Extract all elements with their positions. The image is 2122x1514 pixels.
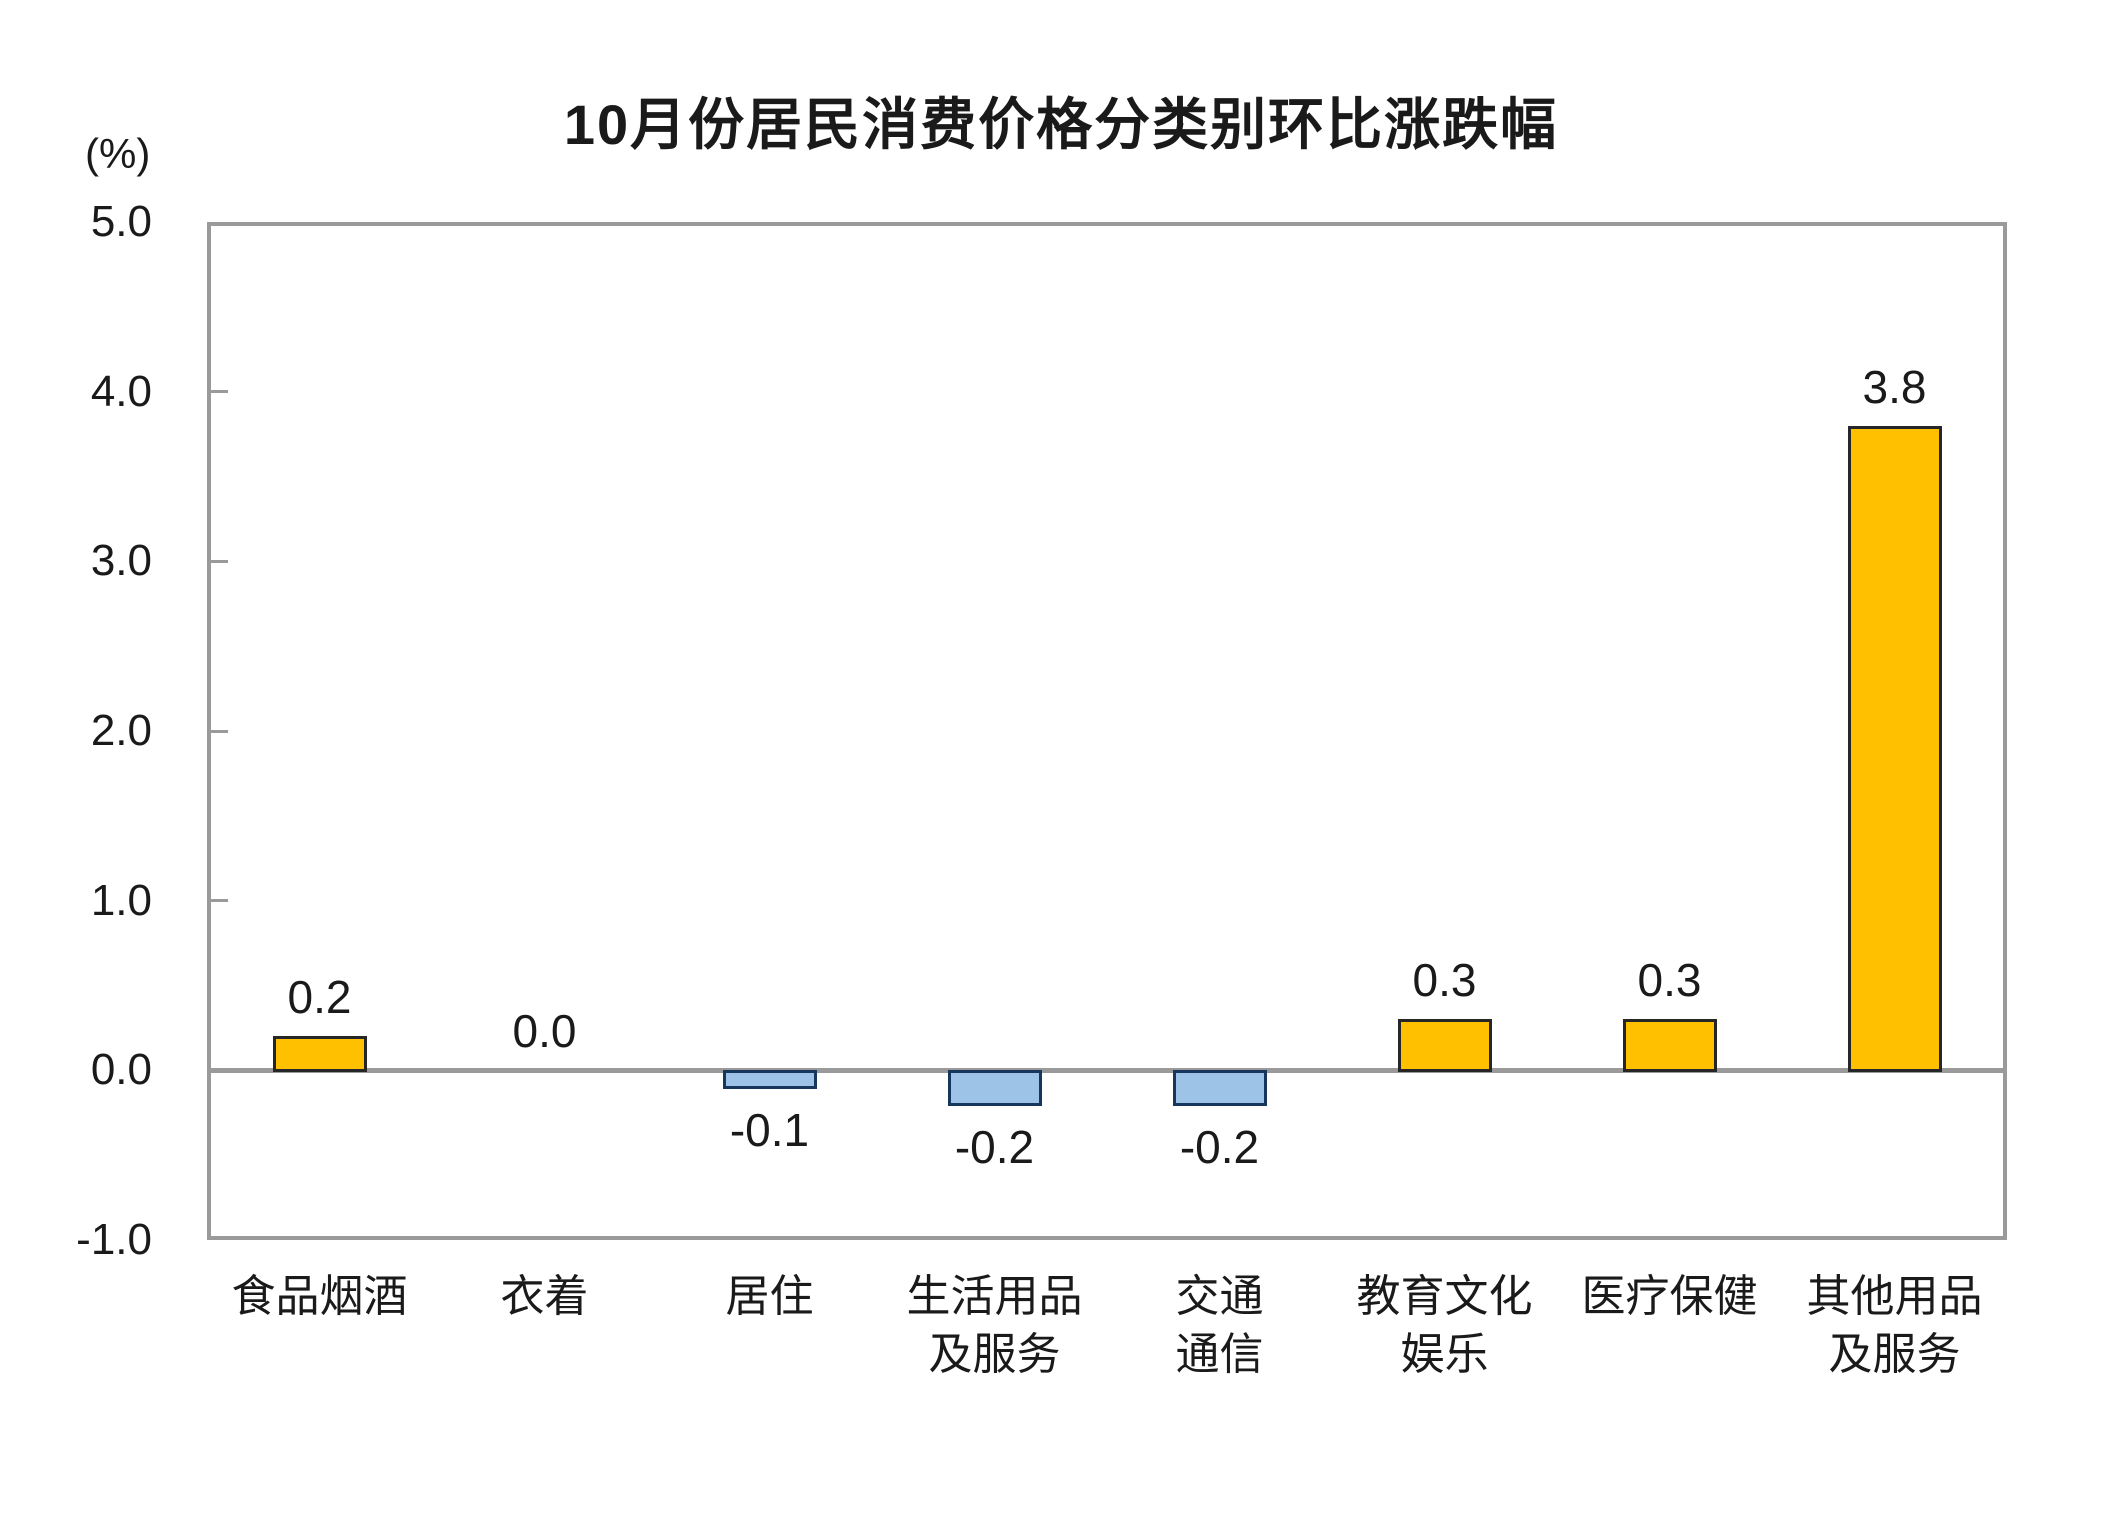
y-tick-mark bbox=[211, 899, 228, 903]
bar-value-label: -0.1 bbox=[729, 1104, 810, 1157]
bar bbox=[1622, 1019, 1717, 1073]
bar-value-label: 3.8 bbox=[1862, 360, 1927, 413]
x-category-label: 其他用品 及服务 bbox=[1806, 1272, 1983, 1379]
y-tick-mark bbox=[211, 390, 228, 394]
bar-value-label: 0.2 bbox=[287, 971, 352, 1024]
x-category-label: 生活用品 及服务 bbox=[906, 1272, 1083, 1379]
y-tick-mark bbox=[211, 559, 228, 563]
bar bbox=[722, 1070, 817, 1090]
bar bbox=[1397, 1019, 1492, 1073]
y-tick-label: 3.0 bbox=[90, 536, 152, 586]
chart-title: 10月份居民消费价格分类别环比涨跌幅 bbox=[563, 93, 1559, 156]
x-category-label: 食品烟酒 bbox=[231, 1272, 408, 1321]
bar-value-label: 0.3 bbox=[1637, 954, 1702, 1007]
y-tick-label: 0.0 bbox=[90, 1045, 152, 1095]
x-category-label: 居住 bbox=[725, 1272, 814, 1321]
bar bbox=[1172, 1070, 1267, 1107]
y-tick-label: 2.0 bbox=[90, 706, 152, 755]
y-tick-label: 5.0 bbox=[90, 197, 152, 246]
bar bbox=[272, 1036, 367, 1073]
bar bbox=[1847, 425, 1942, 1073]
bar-value-label: -0.2 bbox=[954, 1121, 1035, 1174]
bar bbox=[947, 1070, 1042, 1107]
zero-axis-line bbox=[207, 1067, 2007, 1073]
y-tick-mark bbox=[211, 729, 228, 733]
x-category-label: 衣着 bbox=[500, 1272, 589, 1321]
y-axis-unit-label: (%) bbox=[85, 130, 151, 177]
y-tick-label: 4.0 bbox=[90, 366, 152, 416]
y-tick-label: 1.0 bbox=[90, 875, 152, 925]
bar-value-label: 0.3 bbox=[1412, 954, 1477, 1007]
x-category-label: 教育文化 娱乐 bbox=[1356, 1272, 1533, 1379]
x-category-label: 交通 通信 bbox=[1175, 1272, 1264, 1379]
bar-value-label: -0.2 bbox=[1179, 1121, 1260, 1174]
y-tick-label: -1.0 bbox=[76, 1215, 152, 1264]
bar-value-label: 0.0 bbox=[512, 1005, 577, 1058]
x-category-label: 医疗保健 bbox=[1581, 1272, 1758, 1321]
plot-area bbox=[207, 222, 2007, 1240]
